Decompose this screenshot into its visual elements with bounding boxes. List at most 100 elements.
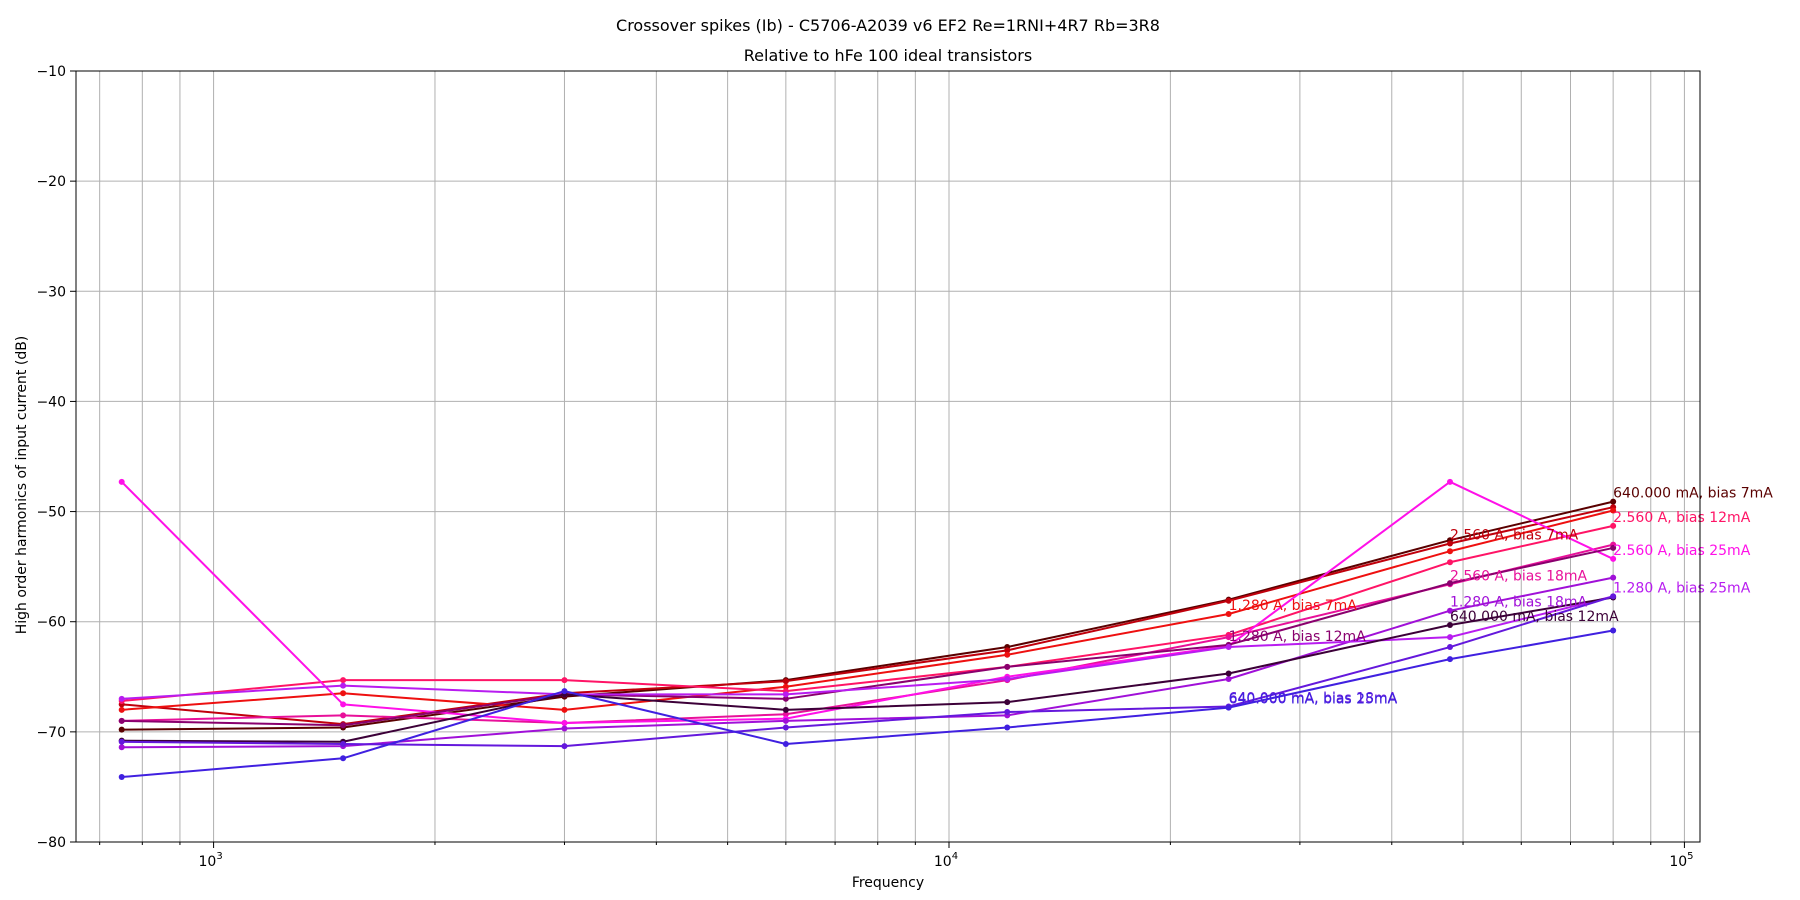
series-label: 1.280 A, bias 7mA — [1229, 598, 1358, 614]
data-point — [1225, 675, 1232, 682]
data-point — [782, 678, 789, 685]
data-point — [118, 717, 125, 724]
data-point — [782, 711, 789, 718]
data-point — [1446, 622, 1453, 629]
data-point — [782, 717, 789, 724]
x-tick-label-exponent: 3 — [216, 851, 222, 862]
axis-ticks: 103 104 105−10−20−30−40−50−60−70−80 — [36, 64, 1693, 870]
data-point — [1610, 498, 1617, 505]
grid — [76, 70, 1700, 843]
data-point — [1225, 634, 1232, 641]
x-tick-label-base: 10 — [198, 854, 216, 870]
series-line — [120, 480, 1614, 725]
data-point — [782, 706, 789, 713]
data-point — [340, 677, 347, 684]
chart-title: Crossover spikes (Ib) - C5706-A2039 v6 E… — [616, 16, 1160, 35]
y-tick-label: −80 — [36, 835, 66, 851]
series-label: 2.560 A, bias 12mA — [1613, 510, 1751, 526]
y-tick-label: −40 — [36, 394, 66, 410]
series-label: 1.280 A, bias 18mA — [1450, 595, 1588, 611]
data-point — [1446, 580, 1453, 587]
data-point — [1004, 675, 1011, 682]
y-tick-label: −10 — [36, 64, 66, 80]
data-point — [561, 688, 568, 695]
data-point — [1446, 559, 1453, 566]
data-point — [1446, 634, 1453, 641]
data-point — [1610, 555, 1617, 562]
data-point — [1225, 644, 1232, 651]
y-tick-label: −50 — [36, 505, 66, 521]
series-line — [121, 576, 1614, 749]
data-point — [340, 755, 347, 762]
data-point — [1446, 540, 1453, 547]
series-label: 2.560 A, bias 7mA — [1450, 528, 1579, 544]
x-tick-label-exponent: 5 — [1687, 851, 1693, 862]
data-point — [118, 738, 125, 745]
data-point — [782, 740, 789, 747]
y-tick-label: −20 — [36, 174, 66, 190]
y-tick-label: −30 — [36, 284, 66, 300]
series-line — [121, 629, 1614, 779]
x-tick-label-base: 10 — [1669, 854, 1687, 870]
data-point — [1446, 478, 1453, 485]
series-label: 2.560 A, bias 18mA — [1450, 568, 1588, 584]
data-point — [1610, 574, 1617, 581]
data-point — [782, 683, 789, 690]
x-tick-label-base: 10 — [934, 854, 952, 870]
series-line — [121, 509, 1614, 711]
data-point — [118, 706, 125, 713]
x-tick-label: 103 — [198, 851, 222, 870]
data-point — [1610, 507, 1617, 514]
data-point — [118, 478, 125, 485]
data-point — [1225, 704, 1232, 711]
series-label: 640.000 mA, bias 18mA — [1229, 691, 1398, 707]
y-tick-label: −60 — [36, 615, 66, 631]
data-point — [1225, 597, 1232, 604]
data-point — [118, 774, 125, 781]
y-axis-label: High order harmonics of input current (d… — [14, 336, 30, 635]
data-point — [561, 706, 568, 713]
data-point — [340, 712, 347, 719]
data-point — [118, 744, 125, 751]
data-point — [340, 690, 347, 697]
data-point — [782, 724, 789, 731]
series-labels: 640.000 mA, bias 7mA 2.560 A, bias 7mA 1.2… — [1229, 486, 1774, 708]
data-point — [1446, 548, 1453, 555]
data-point — [1004, 663, 1011, 670]
data-point — [1446, 656, 1453, 663]
data-point — [1004, 647, 1011, 654]
series-lines — [118, 478, 1617, 781]
chart-subtitle: Relative to hFe 100 ideal transistors — [744, 46, 1032, 65]
data-point — [561, 743, 568, 750]
data-point — [1610, 593, 1617, 600]
series-label: 2.560 A, bias 25mA — [1613, 543, 1751, 559]
x-axis-label: Frequency — [852, 875, 924, 891]
x-tick-label: 104 — [934, 851, 958, 870]
data-point — [782, 695, 789, 702]
series-label: 1.280 A, bias 25mA — [1613, 580, 1751, 596]
data-point — [340, 740, 347, 747]
data-point — [561, 725, 568, 732]
series-label: 1.280 A, bias 12mA — [1229, 629, 1367, 645]
x-tick-label-exponent: 4 — [952, 851, 958, 862]
series-line — [121, 524, 1614, 703]
data-point — [118, 726, 125, 733]
series-line — [121, 595, 1614, 748]
series-line — [121, 506, 1614, 726]
x-tick-label: 105 — [1669, 851, 1693, 870]
data-point — [1446, 644, 1453, 651]
series-label: 640.000 mA, bias 7mA — [1613, 486, 1773, 502]
data-point — [1004, 699, 1011, 706]
series-label: 640.000 mA, bias 25mA — [1229, 692, 1398, 708]
data-point — [340, 682, 347, 689]
series-label: 640.000 mA, bias 12mA — [1450, 609, 1619, 625]
data-point — [118, 695, 125, 702]
series-line — [121, 596, 1614, 743]
data-point — [1004, 724, 1011, 731]
data-point — [1004, 651, 1011, 658]
data-point — [340, 701, 347, 708]
plot-frame — [75, 70, 1701, 843]
data-point — [1225, 611, 1232, 618]
